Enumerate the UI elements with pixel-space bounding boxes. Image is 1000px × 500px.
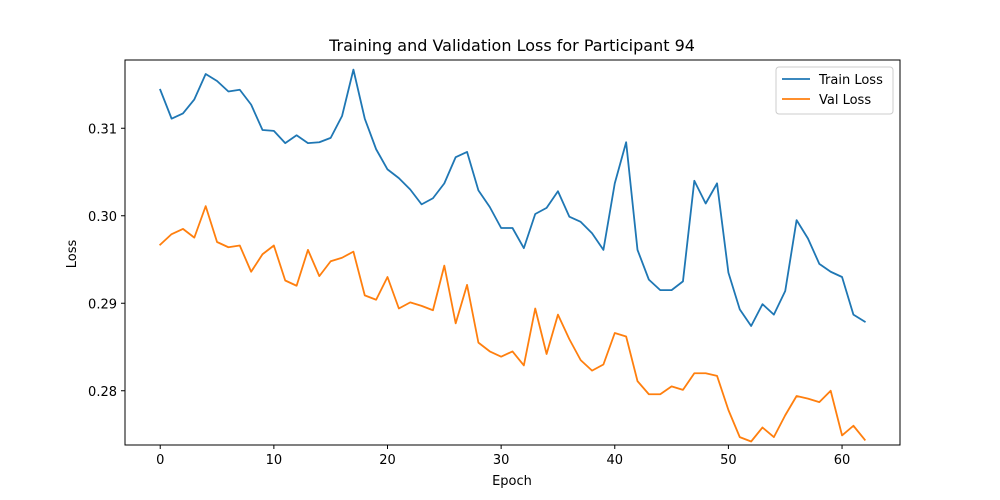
legend: Train Loss Val Loss xyxy=(775,66,894,115)
y-tick-label: 0.28 xyxy=(88,385,117,400)
x-tick-label: 40 xyxy=(606,453,623,468)
y-tick-label: 0.29 xyxy=(88,297,117,312)
legend-label: Val Loss xyxy=(819,93,871,108)
x-tick-label: 30 xyxy=(493,453,510,468)
x-tick-label: 50 xyxy=(720,453,737,468)
x-tick-label: 10 xyxy=(266,453,283,468)
series-line-train-loss xyxy=(159,68,867,327)
x-tick-label: 20 xyxy=(379,453,396,468)
legend-label: Train Loss xyxy=(818,73,883,88)
y-tick-label: 0.31 xyxy=(88,122,117,137)
plot-area: 0 10 20 30 40 50 60 0.28 0.29 0.30 0.31 xyxy=(88,59,901,468)
axes-frame xyxy=(124,59,901,446)
x-tick-label: 60 xyxy=(834,453,851,468)
x-tick-label: 0 xyxy=(156,453,164,468)
x-axis-label: Epoch xyxy=(492,474,532,489)
chart-title: Training and Validation Loss for Partici… xyxy=(328,36,695,55)
series-line-val-loss xyxy=(158,205,867,443)
y-axis-label: Loss xyxy=(65,240,80,269)
y-tick-label: 0.30 xyxy=(88,210,117,225)
